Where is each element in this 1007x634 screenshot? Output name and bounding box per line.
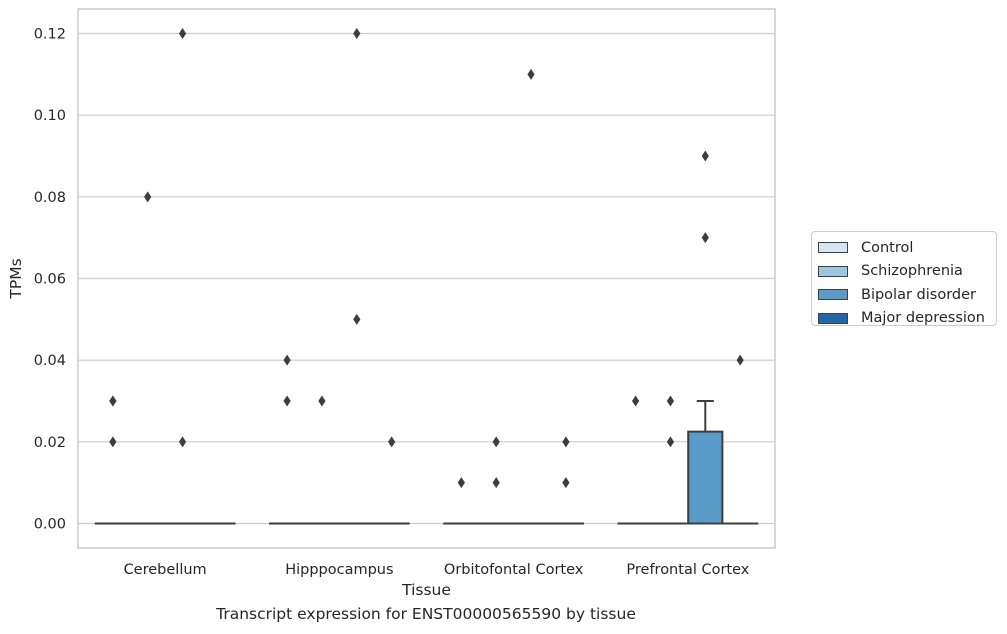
legend-swatch-control [818, 242, 848, 254]
outlier-point [701, 150, 709, 162]
x-tick-label: Cerebellum [124, 562, 207, 578]
outlier-point [178, 436, 187, 448]
legend-item-bipolar-disorder: Bipolar disorder [818, 283, 996, 307]
outlier-point [666, 436, 675, 448]
outlier-point [109, 395, 117, 407]
legend-item-control: Control [818, 236, 996, 260]
outlier-point [353, 28, 361, 39]
legend-swatch-bipolar-disorder [818, 289, 848, 301]
outlier-point [318, 395, 326, 407]
outlier-point [353, 313, 361, 325]
legend-swatch-major-depression [818, 312, 848, 324]
x-tick-label: Prefrontal Cortex [626, 562, 749, 578]
outlier-point [701, 232, 709, 244]
x-tick-label: Hipppocampus [285, 562, 393, 578]
outlier-point [283, 395, 291, 407]
y-tick-label: 0.06 [34, 272, 66, 288]
legend: Control Schizophrenia Bipolar disorder M… [811, 231, 997, 326]
outlier-point [736, 354, 744, 366]
x-axis-label: Tissue [401, 581, 451, 599]
outlier-point [283, 354, 291, 366]
x-tick-label: Orbitofontal Cortex [444, 562, 584, 578]
outlier-point [109, 436, 117, 448]
outlier-point [562, 477, 570, 489]
legend-label-bipolar-disorder: Bipolar disorder [861, 286, 976, 303]
y-tick-label: 0.10 [34, 108, 66, 124]
legend-label-schizophrenia: Schizophrenia [861, 263, 963, 280]
legend-item-schizophrenia: Schizophrenia [818, 260, 996, 284]
y-tick-label: 0.00 [34, 517, 66, 533]
plot-frame [77, 8, 776, 549]
box-bipolar-disorder [687, 430, 724, 525]
y-tick-label: 0.04 [34, 353, 66, 369]
y-axis-label: TPMs [7, 258, 25, 299]
outlier-point [457, 477, 465, 489]
outlier-point [178, 28, 187, 39]
y-tick-label: 0.02 [34, 435, 66, 451]
chart-caption: Transcript expression for ENST0000056559… [216, 605, 636, 623]
outlier-point [562, 436, 570, 448]
outlier-point [492, 477, 500, 489]
outlier-point [388, 436, 396, 448]
outlier-point [527, 68, 535, 80]
outlier-point [632, 395, 640, 407]
outlier-point [492, 436, 500, 448]
legend-swatch-schizophrenia [818, 265, 848, 277]
legend-label-major-depression: Major depression [861, 310, 985, 327]
outlier-point [666, 395, 675, 407]
legend-item-major-depression: Major depression [818, 307, 996, 331]
legend-label-control: Control [861, 239, 914, 256]
y-tick-label: 0.08 [34, 190, 66, 206]
y-tick-label: 0.12 [34, 27, 66, 43]
outlier-point [144, 191, 152, 203]
